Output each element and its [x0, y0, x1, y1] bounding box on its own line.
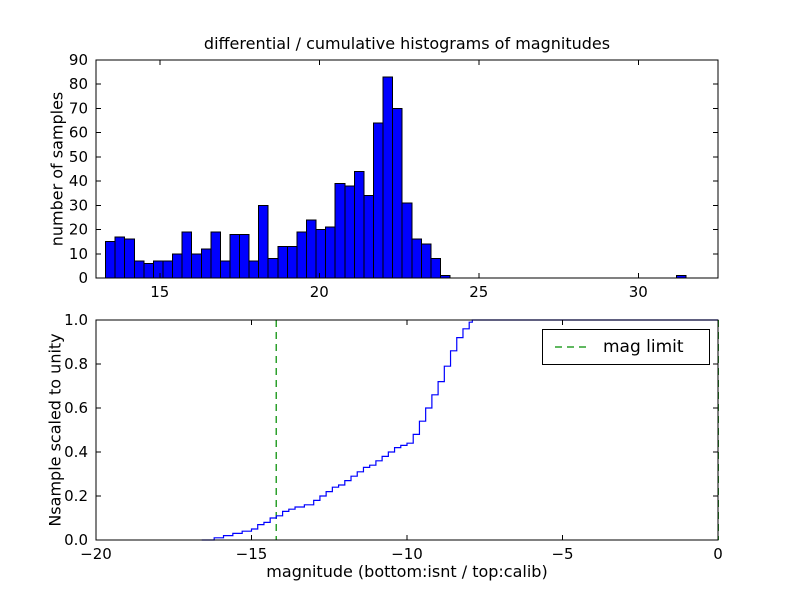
- histogram-bar: [191, 253, 202, 279]
- y-tick-label: 20: [69, 221, 88, 239]
- y-tick-label: 50: [69, 148, 88, 166]
- histogram-bar: [105, 241, 116, 279]
- histogram-bar: [248, 260, 260, 279]
- cumulative-step-line: [201, 319, 718, 541]
- histogram-bar: [200, 248, 212, 279]
- histogram-bar: [133, 260, 145, 279]
- histogram-bar: [325, 226, 336, 279]
- y-tick-label: 10: [69, 245, 88, 263]
- x-tick-label: −5: [551, 545, 573, 563]
- histogram-bar: [430, 258, 441, 279]
- histogram-bar: [229, 233, 241, 279]
- y-tick-label: 70: [69, 99, 88, 117]
- histogram-bar: [373, 122, 384, 279]
- y-tick-label: 1.0: [64, 311, 88, 329]
- histogram-bar: [152, 260, 164, 279]
- axes-spines: [95, 59, 719, 279]
- histogram-bar: [392, 107, 403, 279]
- histogram-bar: [258, 204, 269, 279]
- x-tick-label: −15: [236, 545, 268, 563]
- histogram-bar: [172, 253, 183, 279]
- histogram-bar: [363, 195, 375, 279]
- histogram-bars: [105, 76, 687, 279]
- mag-limit-legend-swatch: [555, 346, 589, 348]
- x-tick-label: −10: [391, 545, 423, 563]
- histogram-bar: [296, 231, 308, 279]
- y-tick-label: 80: [69, 75, 88, 93]
- histogram-bar: [277, 246, 288, 279]
- bottom-x-axis-label: magnitude (bottom:isnt / top:calib): [266, 562, 548, 581]
- cumulative-histogram-axes: −20 −15 −10 −5 0 0.0 0.2 0.4 0.6 0.8 1.0: [64, 311, 723, 563]
- histogram-bar: [334, 183, 346, 279]
- tick-marks: [95, 319, 719, 541]
- y-tick-label: 40: [69, 172, 88, 190]
- y-tick-label: 90: [69, 51, 88, 69]
- tick-labels: −20 −15 −10 −5 0 0.0 0.2 0.4 0.6 0.8 1.0: [64, 311, 723, 563]
- x-tick-label: −20: [80, 545, 112, 563]
- histogram-bar: [401, 202, 413, 279]
- legend-label-mag-limit: mag limit: [603, 337, 684, 357]
- bottom-y-axis-label: Nsample scaled to unity: [45, 333, 65, 527]
- tick-marks: [96, 59, 718, 279]
- y-tick-label: 0.6: [64, 399, 88, 417]
- histogram-bar: [382, 76, 394, 279]
- y-tick-label: 0.0: [64, 531, 88, 549]
- y-tick-label: 0.2: [64, 487, 88, 505]
- histogram-bar: [411, 238, 422, 279]
- histogram-bar: [114, 236, 126, 279]
- y-tick-label: 60: [69, 124, 88, 142]
- x-tick-label: 25: [469, 283, 488, 301]
- histogram-bar: [210, 231, 221, 279]
- legend: mag limit: [542, 329, 710, 365]
- histogram-bar: [315, 229, 327, 279]
- histogram-bar: [344, 185, 355, 279]
- histogram-bar: [353, 170, 365, 279]
- y-tick-label: 0: [78, 269, 88, 287]
- x-tick-label: 0: [713, 545, 723, 563]
- histogram-bar: [162, 260, 174, 279]
- histogram-bar: [420, 243, 432, 279]
- y-tick-label: 30: [69, 196, 88, 214]
- histogram-bar: [267, 258, 279, 279]
- histogram-bar: [181, 231, 193, 279]
- histogram-bar: [143, 262, 154, 279]
- x-tick-label: 15: [150, 283, 169, 301]
- histogram-bar: [239, 233, 250, 279]
- histogram-bar: [219, 260, 231, 279]
- histogram-bar: [306, 219, 317, 279]
- top-y-axis-label: number of samples: [47, 91, 67, 247]
- tick-labels: 15 20 25 30 0 10 20 30 40 50 60 70 80 90: [69, 51, 648, 301]
- x-tick-label: 20: [310, 283, 329, 301]
- differential-histogram-axes: 15 20 25 30 0 10 20 30 40 50 60 70 80 90: [69, 51, 719, 301]
- histogram-bar: [124, 238, 135, 279]
- y-tick-label: 0.8: [64, 355, 88, 373]
- histogram-bar: [286, 246, 298, 279]
- x-tick-label: 30: [629, 283, 648, 301]
- chart-title: differential / cumulative histograms of …: [203, 34, 611, 53]
- y-tick-label: 0.4: [64, 443, 88, 461]
